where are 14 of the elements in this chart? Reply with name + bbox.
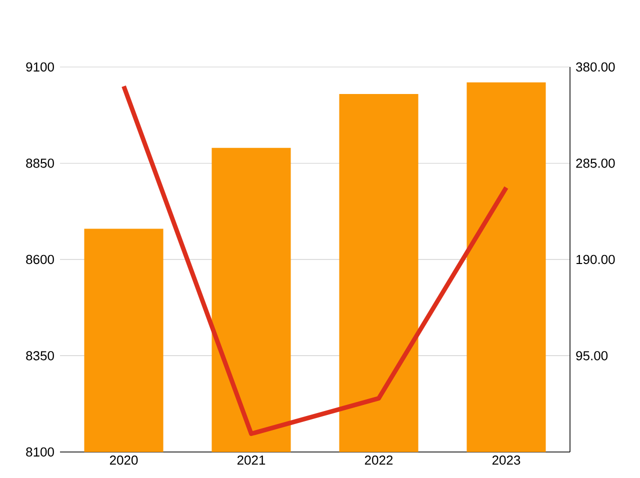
x-tick-label: 2023: [492, 456, 520, 465]
x-tick-label: 2022: [364, 456, 393, 465]
y-tick-label: 8600: [26, 254, 54, 264]
y2-tick-label: 95.00: [576, 351, 608, 360]
y2-tick-label: 285.00: [576, 158, 615, 168]
y2-tick-label: 380.00: [576, 62, 615, 72]
line-series: [122, 84, 508, 436]
y-tick-label: 8350: [26, 351, 54, 360]
y-tick-label: 8100: [26, 447, 54, 457]
y2-tick-label: 190.00: [576, 254, 615, 264]
x-tick-label: 2021: [237, 456, 266, 465]
x-tick-label: 2020: [110, 456, 138, 465]
y-tick-label: 9100: [26, 62, 54, 72]
y-tick-label: 8850: [26, 158, 54, 168]
